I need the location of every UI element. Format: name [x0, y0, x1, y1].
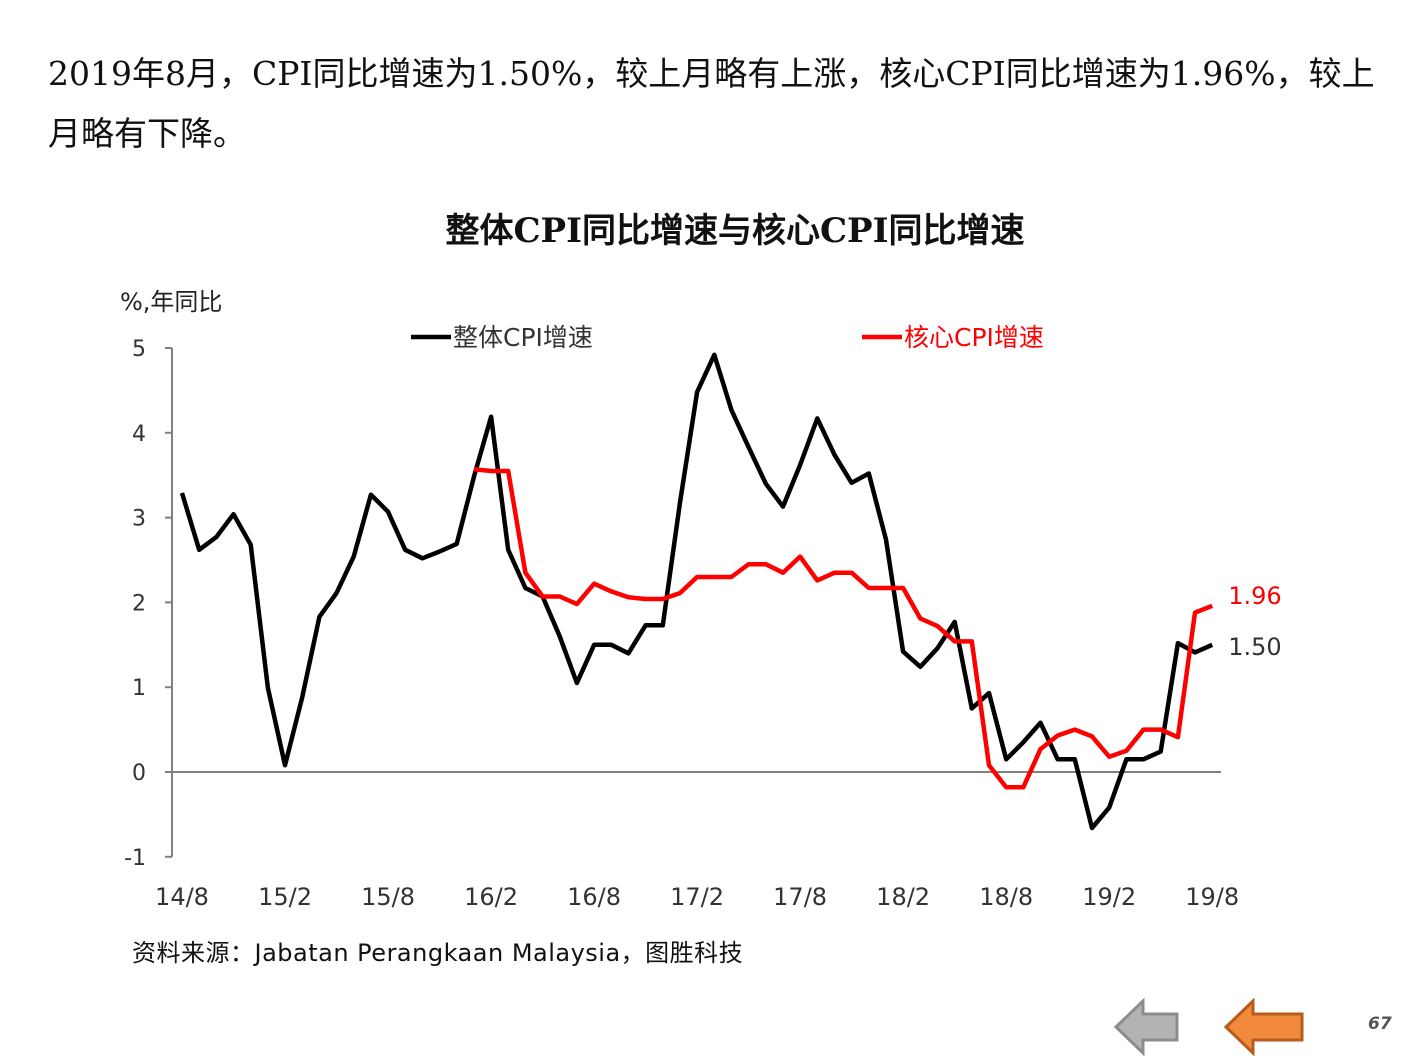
end-value-label: 1.50: [1228, 633, 1281, 661]
x-tick-label: 18/8: [979, 883, 1033, 911]
y-axis-label: %,年同比: [120, 288, 222, 316]
x-tick-label: 19/8: [1185, 883, 1239, 911]
x-tick-label: 16/8: [567, 883, 621, 911]
y-tick-label: 2: [132, 591, 146, 616]
y-tick-label: 1: [132, 676, 146, 701]
left-arrow-icon: [1223, 998, 1308, 1056]
next-page-button[interactable]: [1223, 998, 1308, 1060]
source-note: 资料来源：Jabatan Perangkaan Malaysia，图胜科技: [132, 933, 743, 968]
x-tick-label: 16/2: [464, 883, 518, 911]
x-tick-label: 15/8: [361, 883, 415, 911]
x-tick-label: 15/2: [258, 883, 312, 911]
page-number: 67: [1368, 1014, 1392, 1034]
left-arrow-icon: [1113, 998, 1183, 1056]
y-tick-label: -1: [124, 846, 146, 871]
x-tick-label: 18/2: [876, 883, 930, 911]
series-line-headline-cpi: [182, 355, 1212, 828]
legend-label: 整体CPI增速: [453, 323, 593, 352]
y-tick-label: 4: [132, 422, 146, 447]
end-value-label: 1.96: [1228, 582, 1281, 610]
prev-page-button[interactable]: [1113, 998, 1183, 1060]
series-line-core-cpi: [474, 469, 1212, 787]
x-tick-label: 17/2: [670, 883, 724, 911]
legend-label: 核心CPI增速: [904, 323, 1044, 352]
y-tick-label: 5: [132, 337, 146, 362]
x-tick-label: 17/8: [773, 883, 827, 911]
x-tick-label: 19/2: [1082, 883, 1136, 911]
y-tick-label: 3: [132, 507, 146, 532]
y-tick-label: 0: [132, 761, 146, 786]
x-tick-label: 14/8: [155, 883, 209, 911]
